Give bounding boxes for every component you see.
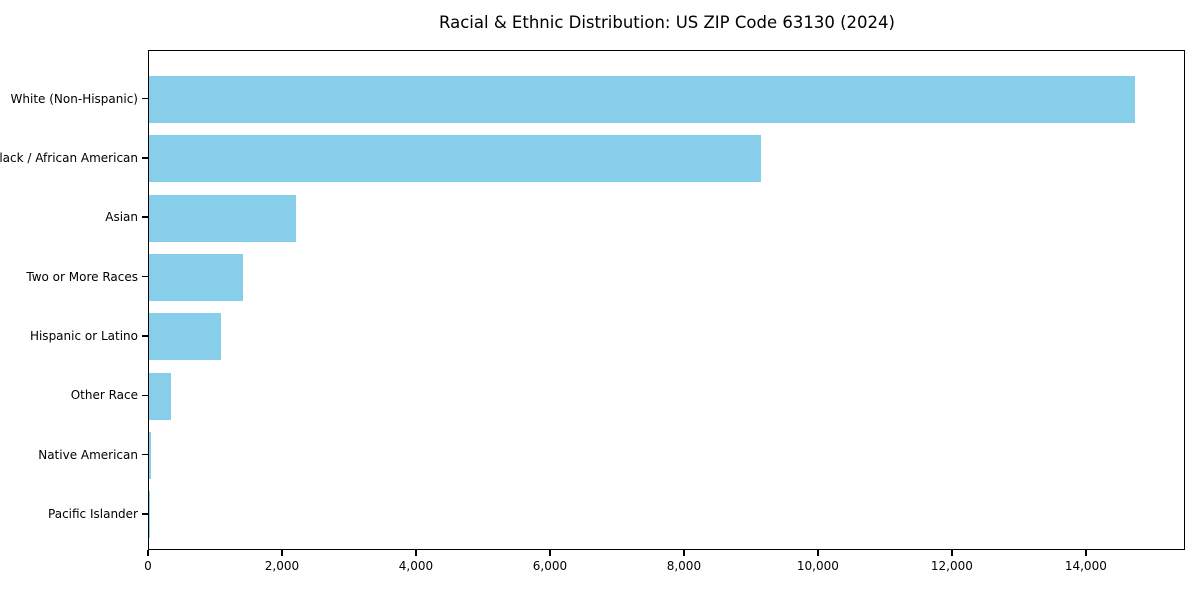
y-axis-label: Two or More Races [26, 269, 138, 284]
x-tick-label: 14,000 [1064, 559, 1107, 573]
y-tick-mark [142, 97, 148, 100]
x-tick-mark [549, 550, 551, 556]
bar-other-race [149, 372, 172, 420]
x-tick-label: 10,000 [796, 559, 839, 573]
x-tick-mark [415, 550, 417, 556]
chart-title: Racial & Ethnic Distribution: US ZIP Cod… [439, 13, 895, 32]
bar-native-american [149, 432, 151, 480]
y-tick-mark [142, 216, 148, 218]
x-tick-label: 4,000 [398, 559, 434, 573]
y-tick-mark [142, 394, 148, 396]
bar-white-non-hispanic [149, 76, 1136, 123]
bar-hispanic-or-latino [149, 313, 221, 361]
x-tick-label: 6,000 [532, 559, 568, 573]
y-tick-mark [142, 453, 148, 456]
plot-area [148, 50, 1185, 550]
y-tick-mark [142, 275, 148, 278]
y-axis-label: White (Non-Hispanic) [10, 91, 138, 106]
x-tick-label: 0 [144, 559, 152, 573]
x-tick-mark [817, 550, 819, 556]
bar-asian [149, 194, 297, 242]
y-axis-label: Asian [105, 210, 138, 225]
x-tick-label: 8,000 [666, 559, 702, 573]
y-axis-label: Pacific Islander [48, 506, 138, 521]
x-tick-mark [951, 550, 953, 556]
y-tick-mark [142, 513, 148, 515]
y-tick-mark [142, 157, 148, 159]
bar-black-african-american [149, 135, 762, 183]
x-tick-mark [1085, 550, 1087, 556]
bar-two-or-more-races [149, 254, 243, 302]
y-axis-label: Other Race [70, 388, 138, 403]
y-axis-label: Native American [38, 447, 138, 462]
y-axis-label: Hispanic or Latino [29, 328, 138, 343]
x-tick-mark [147, 550, 149, 556]
x-tick-label: 2,000 [264, 559, 300, 573]
y-tick-mark [142, 335, 148, 337]
x-tick-mark [683, 550, 685, 556]
y-axis-label: Black / African American [0, 150, 138, 165]
x-tick-mark [281, 550, 283, 556]
x-tick-label: 12,000 [930, 559, 973, 573]
